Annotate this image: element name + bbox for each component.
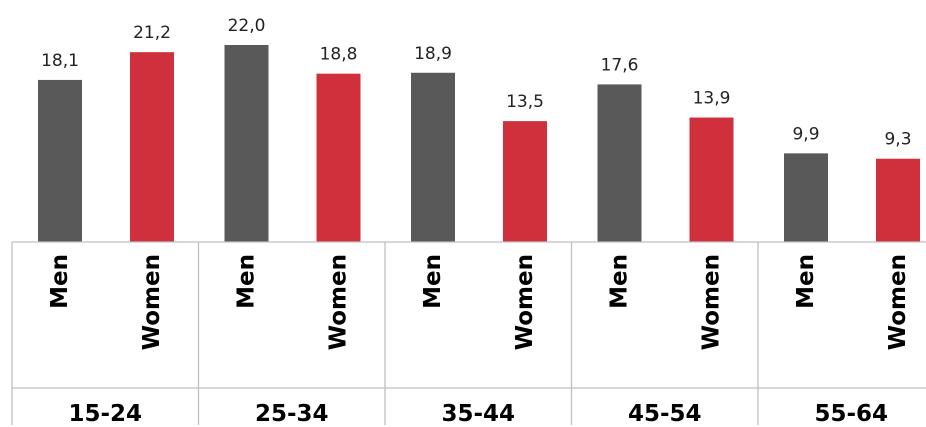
group-label-35-44: 35-44: [441, 401, 515, 427]
value-label-men-45-54: 17,6: [601, 55, 639, 75]
value-label-women-35-44: 13,5: [506, 92, 544, 112]
bar-women-25-34: [316, 73, 361, 243]
group-label-25-34: 25-34: [255, 401, 329, 427]
bar-women-55-64: [876, 158, 920, 242]
sub-category-label-women-25-34: Women: [326, 254, 352, 350]
bar-men-45-54: [597, 84, 642, 243]
category-axis: [11, 241, 926, 425]
sub-category-label-men-45-54: Men: [607, 254, 633, 309]
value-label-women-15-24: 21,2: [133, 23, 171, 43]
bar-women-45-54: [689, 117, 734, 242]
sub-category-label-men-15-24: Men: [47, 254, 73, 309]
value-label-men-35-44: 18,9: [414, 44, 452, 64]
bar-men-25-34: [224, 45, 269, 242]
value-label-men-25-34: 22,0: [228, 16, 266, 36]
group-label-45-54: 45-54: [628, 401, 702, 427]
bar-men-15-24: [38, 79, 82, 242]
value-label-women-45-54: 13,9: [693, 89, 731, 109]
value-label-women-55-64: 9,3: [884, 130, 911, 150]
value-label-men-15-24: 18,1: [41, 51, 79, 71]
sub-category-label-men-25-34: Men: [234, 254, 260, 309]
group-labels: 15-24 25-34 35-44 45-54 55-64: [68, 401, 888, 427]
group-label-55-64: 55-64: [814, 401, 888, 427]
bar-women-15-24: [130, 52, 174, 242]
sub-category-label-men-35-44: Men: [420, 254, 446, 309]
sub-category-label-women-35-44: Women: [512, 254, 538, 350]
value-label-women-25-34: 18,8: [320, 45, 358, 65]
bar-men-35-44: [411, 72, 455, 242]
bar-men-55-64: [784, 153, 828, 242]
sub-category-label-women-45-54: Women: [699, 254, 725, 350]
value-labels-layer: 18,1 21,2 22,0 18,8 18,9 13,5 17,6 13,9 9,9 9,3: [41, 16, 911, 150]
group-label-15-24: 15-24: [68, 401, 142, 427]
bar-women-35-44: [503, 121, 547, 242]
value-label-men-55-64: 9,9: [792, 124, 819, 144]
sub-category-labels: Men Women Men Women Men Women Men Women Men Women: [47, 254, 911, 350]
sub-category-label-women-15-24: Women: [139, 254, 165, 350]
sub-category-label-women-55-64: Women: [885, 254, 911, 350]
sub-category-label-men-55-64: Men: [793, 254, 819, 309]
bars-layer: [38, 45, 920, 243]
